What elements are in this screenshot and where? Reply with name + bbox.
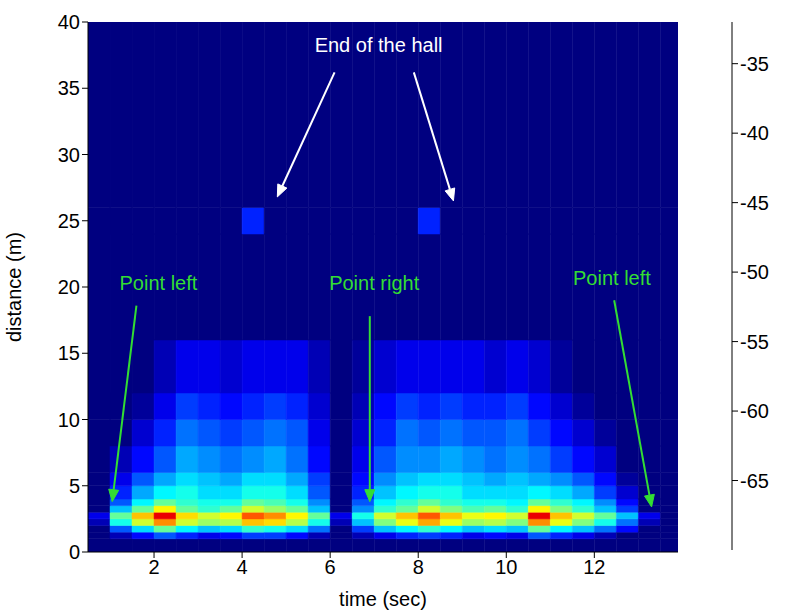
svg-text:35: 35	[58, 77, 80, 99]
svg-text:-35: -35	[740, 53, 769, 75]
svg-text:8: 8	[413, 556, 424, 578]
svg-text:-50: -50	[740, 261, 769, 283]
svg-text:Point left: Point left	[120, 272, 198, 294]
svg-text:time (sec): time (sec)	[339, 588, 427, 610]
svg-text:End of the hall: End of the hall	[315, 34, 443, 56]
svg-text:12: 12	[583, 556, 605, 578]
svg-text:4: 4	[237, 556, 248, 578]
svg-text:-55: -55	[740, 331, 769, 353]
svg-text:-60: -60	[740, 400, 769, 422]
svg-text:30: 30	[58, 144, 80, 166]
svg-text:10: 10	[495, 556, 517, 578]
svg-text:25: 25	[58, 210, 80, 232]
svg-text:6: 6	[325, 556, 336, 578]
svg-text:-65: -65	[740, 470, 769, 492]
svg-text:40: 40	[58, 11, 80, 33]
svg-text:0: 0	[69, 541, 80, 563]
svg-text:-40: -40	[740, 122, 769, 144]
svg-text:Point right: Point right	[329, 272, 419, 294]
svg-text:distance (m): distance (m)	[3, 232, 25, 342]
svg-text:-45: -45	[740, 192, 769, 214]
svg-text:5: 5	[69, 475, 80, 497]
svg-text:2: 2	[148, 556, 159, 578]
svg-text:20: 20	[58, 276, 80, 298]
svg-text:15: 15	[58, 342, 80, 364]
svg-text:Point left: Point left	[573, 267, 651, 289]
svg-text:10: 10	[58, 409, 80, 431]
